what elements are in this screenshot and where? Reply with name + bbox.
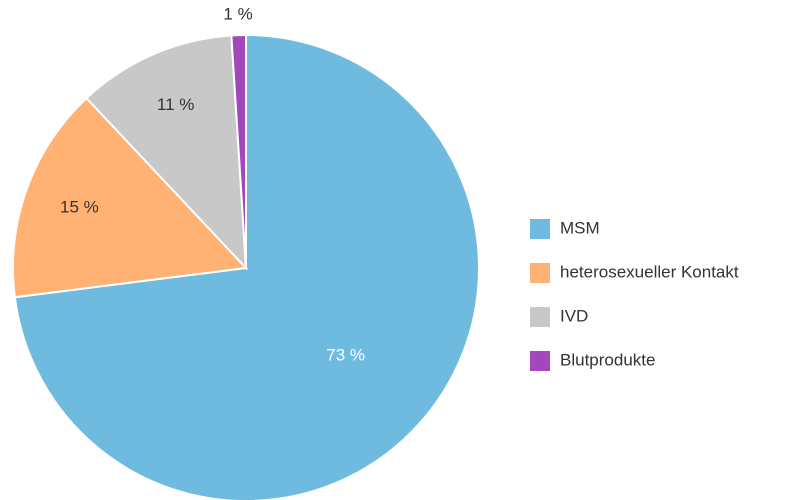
legend-label: IVD — [560, 306, 588, 325]
slice-label: 11 % — [157, 95, 195, 114]
legend-swatch — [530, 351, 550, 371]
legend-swatch — [530, 219, 550, 239]
legend-label: Blutprodukte — [560, 350, 655, 369]
pie-slice — [12, 96, 249, 299]
legend-swatch — [530, 307, 550, 327]
slice-label: 15 % — [60, 198, 99, 217]
legend-label: heterosexueller Kontakt — [560, 262, 739, 281]
slice-label: 1 % — [223, 5, 252, 24]
pie-slice — [230, 33, 247, 269]
legend-label: MSM — [560, 218, 600, 237]
legend-swatch — [530, 263, 550, 283]
pie-slice — [85, 34, 248, 271]
slice-label: 73 % — [326, 345, 365, 364]
